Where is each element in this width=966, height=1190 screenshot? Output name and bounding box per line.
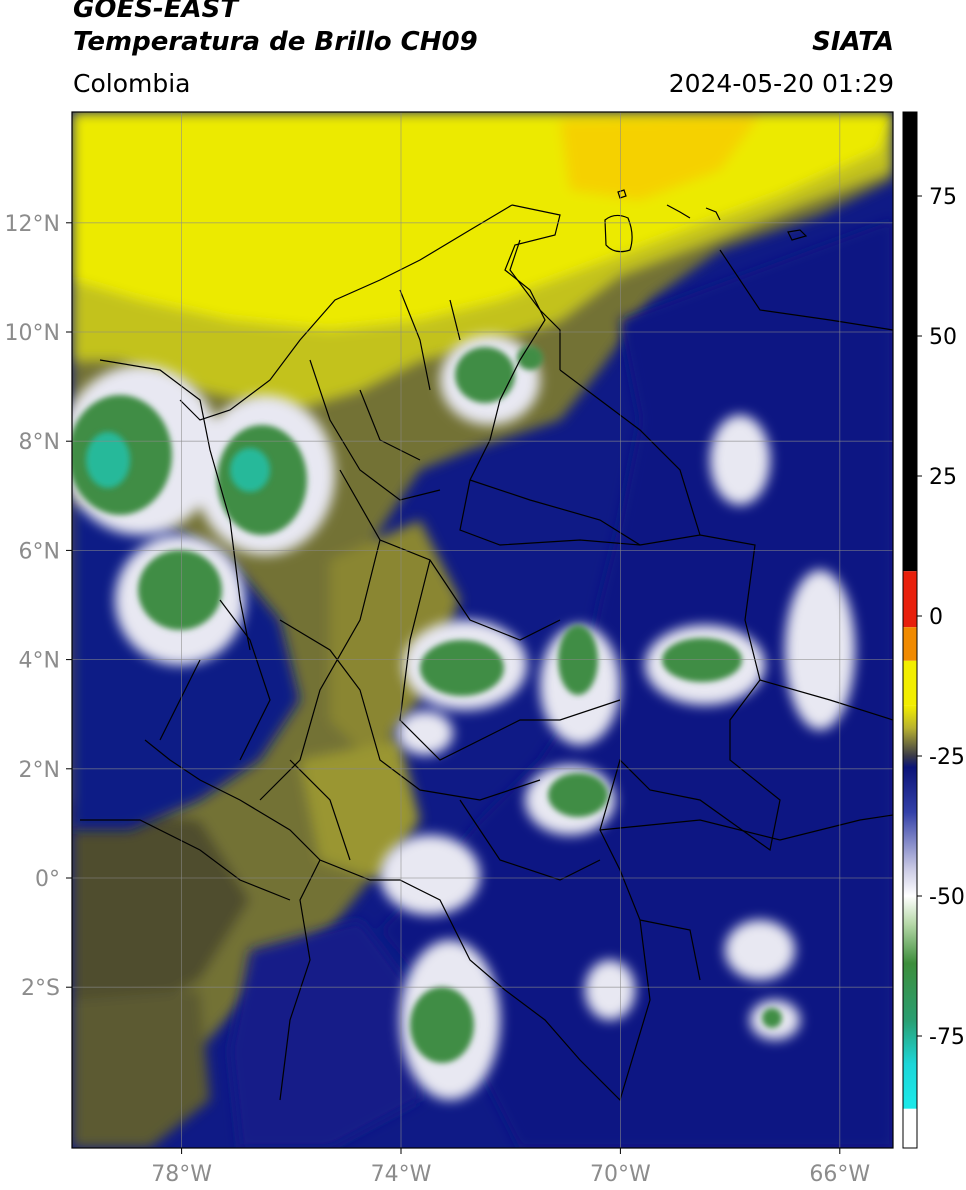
lat-tick-label: 6°N (19, 539, 60, 564)
colorbar-tick-label: 50 (929, 325, 957, 350)
colorbar-gradient (903, 705, 917, 1109)
colorbar-band (903, 112, 917, 572)
lat-tick-label: 2°N (19, 758, 60, 783)
lon-tick-label: 66°W (809, 1162, 870, 1187)
colorbar: 75 50 25 0 -25 -50 -75 (902, 111, 965, 1149)
lon-tick-label: 78°W (151, 1162, 212, 1187)
colorbar-band (903, 571, 917, 628)
lat-tick-label: 4°N (19, 649, 60, 674)
lon-tick-label: 70°W (590, 1162, 651, 1187)
longitude-labels: 78°W 74°W 70°W 66°W (151, 1148, 870, 1187)
graticule (72, 112, 893, 1148)
lat-tick-label: 0° (35, 867, 60, 892)
brightness-temperature-field (72, 112, 893, 1148)
product-title: Temperatura de Brillo CH09 (73, 27, 478, 57)
colorbar-tick-label: 75 (929, 185, 957, 210)
colorbar-tick-label: 25 (929, 465, 957, 490)
colorbar-tick-label: 0 (929, 605, 943, 630)
colorbar-band (903, 660, 917, 706)
organization-label: SIATA (812, 27, 894, 57)
map-frame (71, 111, 894, 1149)
political-borders (80, 204, 893, 1102)
lat-tick-label: 12°N (5, 212, 60, 237)
satellite-title: GOES-EAST (73, 0, 239, 24)
colorbar-band (903, 1108, 917, 1148)
datetime-label: 2024-05-20 01:29 (668, 69, 894, 98)
colorbar-tick-label: -75 (929, 1025, 965, 1050)
colorbar-frame (902, 111, 918, 1149)
latitude-labels: 12°N 10°N 8°N 6°N 4°N 2°N 0° 2°S (5, 212, 72, 1001)
region-label: Colombia (73, 69, 191, 98)
colorbar-band (903, 627, 917, 661)
colorbar-tick-label: -25 (929, 745, 965, 770)
colorbar-tick-label: -50 (929, 885, 965, 910)
lon-tick-label: 74°W (371, 1162, 432, 1187)
lat-tick-label: 2°S (21, 976, 60, 1001)
lat-tick-label: 10°N (5, 321, 60, 346)
lat-tick-label: 8°N (19, 430, 60, 455)
